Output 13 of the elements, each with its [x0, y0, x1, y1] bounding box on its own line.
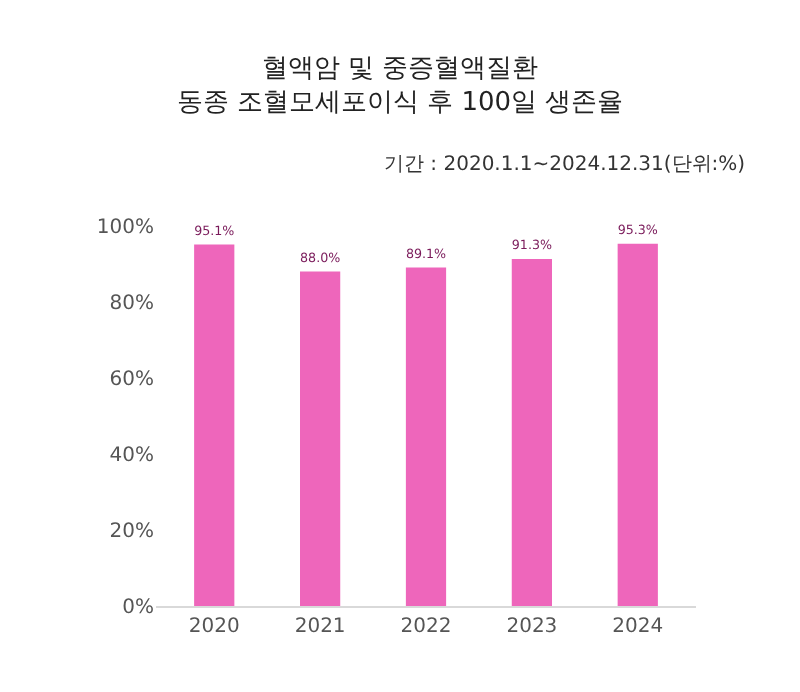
x-tick-label: 2024: [612, 616, 664, 638]
y-tick-label: 0%: [122, 597, 154, 619]
y-tick-label: 40%: [109, 445, 154, 467]
x-tick-label: 2020: [188, 616, 240, 638]
x-tick-label: 2023: [506, 616, 558, 638]
x-tick-label: 2022: [400, 616, 452, 638]
chart-subtitle: 기간 : 2020.1.1~2024.12.31(단위:%): [384, 154, 746, 176]
y-tick-label: 20%: [109, 521, 154, 543]
x-tick-label: 2021: [294, 616, 346, 638]
y-tick-label: 80%: [109, 293, 154, 315]
y-tick-label: 60%: [109, 369, 154, 391]
chart-title: 혈액암 및 중증혈액질환 동종 조혈모세포이식 후 100일 생존율: [176, 54, 624, 118]
y-tick-label: 100%: [96, 217, 154, 239]
